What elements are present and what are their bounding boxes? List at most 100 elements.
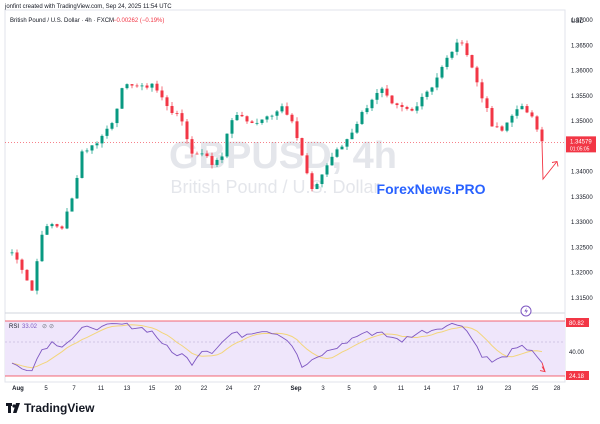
candle-body [80, 151, 84, 178]
rsi-lower-badge-box [566, 371, 589, 380]
candle-body [125, 84, 129, 89]
candle-body [435, 77, 439, 88]
candle-body [370, 99, 374, 109]
price-tick: 1.35500 [571, 94, 593, 100]
rsi-value: 33.02 [22, 324, 38, 330]
projection-path [541, 142, 558, 181]
candle-body [70, 198, 74, 212]
candle-body [260, 119, 264, 123]
candle-body [490, 108, 494, 127]
rsi-lower-badge: 24.18 [569, 374, 585, 380]
candle-body [65, 211, 69, 229]
candle-body [485, 98, 489, 109]
symbol-line: British Pound / U.S. Dollar · 4h · FXCM [10, 18, 114, 24]
time-tick: 15 [149, 386, 156, 392]
price-tick: 1.37000 [571, 18, 593, 24]
time-tick: 17 [453, 386, 460, 392]
candle-body [395, 103, 399, 106]
candle-body [110, 123, 114, 129]
candle-body [345, 139, 349, 147]
candle-body [120, 88, 124, 109]
candle-body [350, 132, 354, 140]
price-tick: 1.36000 [571, 69, 593, 75]
candle-body [290, 114, 294, 122]
last-price-label: 1.34579 01:05:05 [566, 136, 596, 153]
candle-body [155, 83, 159, 91]
time-tick: 11 [98, 386, 105, 392]
candle-body [530, 112, 534, 117]
price-tick: 1.33000 [571, 220, 593, 226]
candle-body [335, 149, 339, 157]
candle-body [130, 84, 134, 86]
projection-arrowhead [551, 160, 559, 167]
candle-body [245, 116, 249, 122]
candle-body [285, 106, 289, 115]
candle-body [355, 123, 359, 133]
time-tick: 5 [347, 386, 351, 392]
watermark-description: British Pound / U.S. Dollar [170, 177, 379, 197]
candle-body [415, 106, 419, 111]
time-tick: 22 [201, 386, 208, 392]
candle-body [265, 116, 269, 120]
bar-countdown: 01:05:05 [570, 146, 590, 152]
candle-body [35, 261, 39, 291]
candle-body [20, 259, 24, 270]
candle-body [420, 96, 424, 107]
rsi-mid-level: 40.00 [569, 350, 585, 356]
candle-body [405, 106, 409, 109]
time-tick: 27 [254, 386, 261, 392]
candle-body [225, 133, 229, 157]
time-tick: Sep [290, 386, 301, 392]
time-tick: 20 [175, 386, 182, 392]
time-tick: 19 [477, 386, 484, 392]
time-axis-ticks: Aug 5 7 11 13 15 20 22 24 27 Sep 3 5 9 11 14 17 19 23 25 28 [12, 386, 561, 392]
candle-body [250, 121, 254, 124]
candle-body [230, 120, 234, 134]
candle-body [25, 269, 29, 281]
candle-body [165, 97, 169, 107]
change-text: −0.00262 (−0.19%) [113, 18, 164, 24]
candle-body [100, 135, 104, 144]
candle-body [160, 90, 164, 98]
candle-body [215, 159, 219, 165]
candle-body [525, 106, 529, 113]
candle-body [40, 234, 44, 262]
candle-body [320, 174, 324, 185]
price-tick: 1.32000 [571, 271, 593, 277]
time-tick: 5 [44, 386, 48, 392]
candle-body [15, 252, 19, 260]
forexnews-overlay: ForexNews.PRO [377, 181, 486, 197]
time-tick: 3 [321, 386, 325, 392]
candle-body [135, 85, 139, 87]
rsi-upper-badge: 80.82 [569, 321, 585, 327]
candlestick-series [10, 38, 544, 295]
candle-body [30, 280, 34, 291]
candle-body [365, 108, 369, 113]
candle-body [500, 126, 504, 131]
time-tick: 9 [373, 386, 377, 392]
candle-body [295, 121, 299, 139]
rsi-projection-arrow [539, 362, 546, 373]
candle-body [255, 122, 259, 124]
settings-icon[interactable]: ⊘ [42, 324, 47, 330]
rsi-band [5, 321, 565, 376]
rsi-ma-line [11, 324, 543, 369]
time-tick: 23 [505, 386, 512, 392]
tradingview-logo[interactable]: TradingView [6, 401, 94, 415]
candle-body [495, 126, 499, 128]
candle-body [150, 83, 154, 88]
candle-body [440, 66, 444, 78]
candle-body [315, 184, 319, 190]
visibility-icon[interactable]: ⊘ [49, 324, 54, 330]
candle-body [455, 42, 459, 52]
candle-body [175, 112, 179, 114]
lightning-icon[interactable] [520, 305, 532, 317]
candle-body [280, 106, 284, 112]
candle-body [520, 106, 524, 110]
last-price-value: 1.34579 [570, 139, 592, 145]
candle-body [275, 111, 279, 116]
candle-body [480, 82, 484, 99]
candle-body [325, 165, 329, 175]
candle-body [180, 113, 184, 122]
